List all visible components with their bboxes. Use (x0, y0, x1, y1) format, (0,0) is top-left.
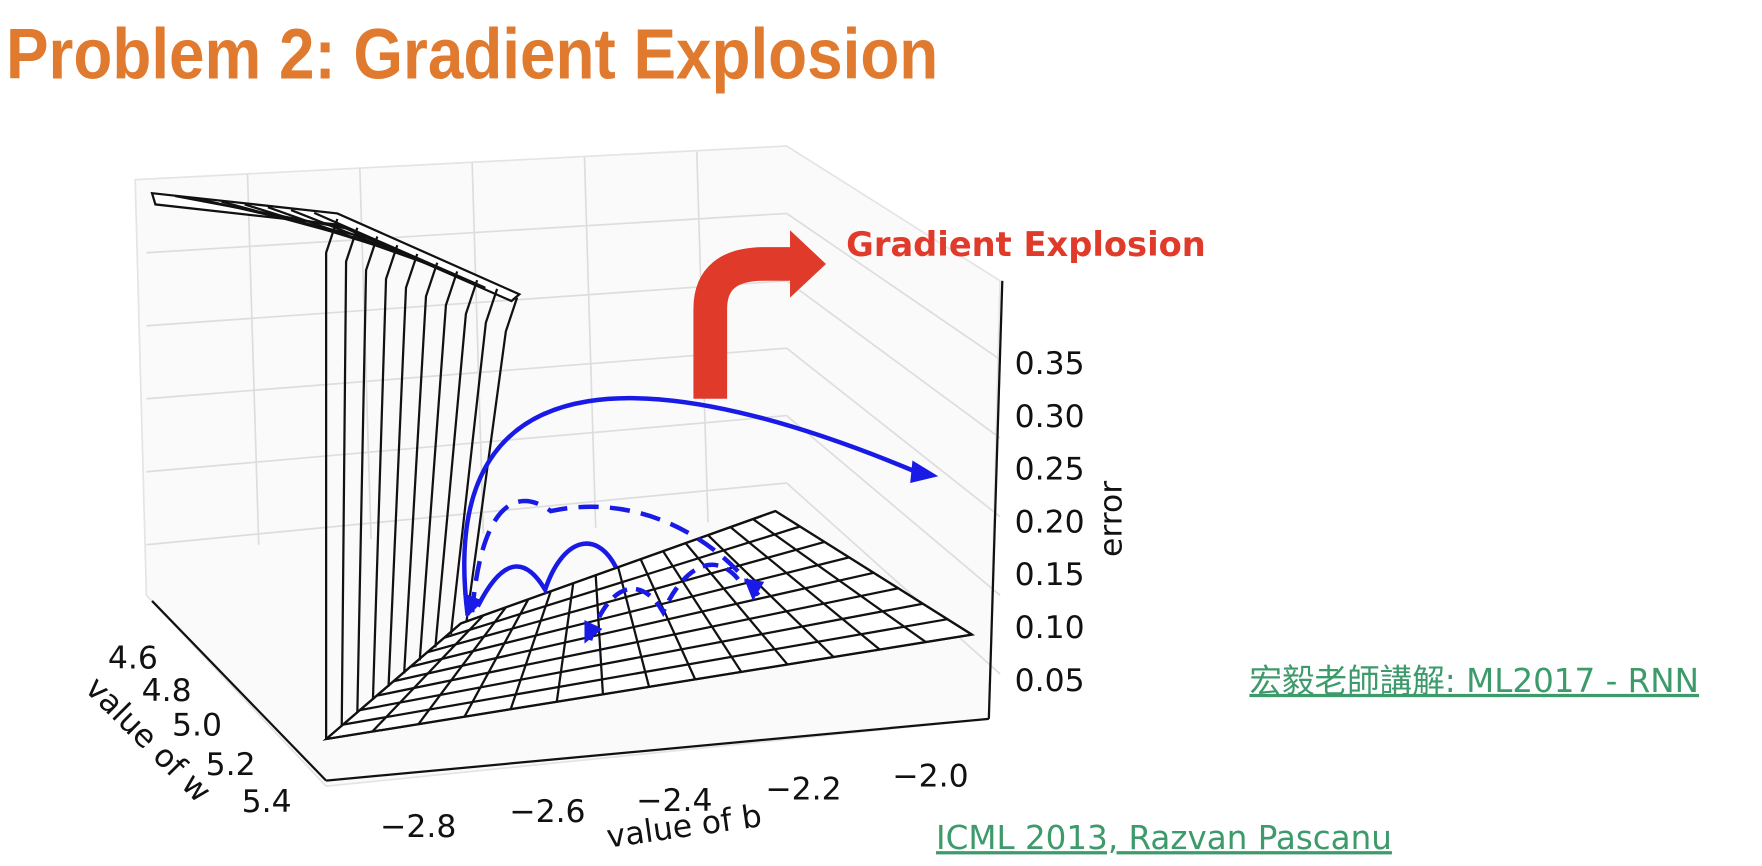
cliff-wall (449, 288, 499, 635)
x-tick-label: −2.8 (380, 809, 456, 845)
slide-title: Problem 2: Gradient Explosion (6, 15, 938, 95)
grid-line (583, 157, 597, 528)
z-tick-label: 0.25 (1015, 452, 1085, 488)
x-tick-label: −2.2 (765, 772, 841, 808)
z-tick-label: 0.15 (1015, 557, 1085, 593)
x-axis (326, 717, 989, 782)
z-tick-label: 0.30 (1015, 399, 1085, 435)
mesh-line (290, 208, 464, 280)
z-axis-label: error (1093, 481, 1129, 557)
mesh-line (313, 211, 486, 289)
cliff-wall (434, 279, 479, 648)
y-tick-label: 5.0 (172, 708, 222, 744)
grid-line (146, 482, 787, 546)
cliff-wall (403, 262, 439, 674)
mesh-line (359, 602, 924, 712)
reference-link[interactable]: 宏毅老師講解: ML2017 - RNN (1249, 662, 1699, 700)
cliff-wall (356, 236, 379, 713)
z-axis (987, 280, 1004, 719)
x-tick-label: −2.4 (636, 783, 712, 819)
annotation: Gradient Explosion (846, 225, 1206, 264)
grid-line (146, 414, 787, 473)
reference-link[interactable]: ICML 2013, Razvan Pascanu (936, 819, 1392, 857)
grid-line (146, 279, 787, 327)
grid-line (786, 482, 1001, 675)
x-tick-label: −2.0 (892, 758, 968, 794)
y-tick-label: 4.8 (142, 673, 192, 709)
red-arrow (693, 230, 826, 399)
z-tick-label: 0.20 (1015, 504, 1085, 540)
mesh-line (410, 556, 850, 668)
z-tick-label: 0.10 (1015, 610, 1085, 646)
surface-top (150, 191, 522, 303)
cliff-wall (371, 244, 399, 700)
mesh-line (460, 510, 776, 625)
z-tick-label: 0.35 (1015, 346, 1085, 382)
z-tick-label: 0.05 (1015, 663, 1085, 699)
mesh-line (325, 633, 973, 741)
x-tick-label: −2.6 (509, 794, 585, 830)
mesh-line (376, 587, 899, 697)
error-surface (150, 191, 976, 741)
blue-arrows (462, 395, 939, 644)
mesh-line (393, 571, 874, 683)
grid-line (786, 347, 1001, 518)
cliff-wall (465, 297, 519, 622)
grid-line (146, 347, 787, 400)
y-tick-label: 5.2 (206, 747, 256, 783)
mesh-line (443, 525, 801, 639)
y-tick-label: 5.4 (242, 784, 292, 820)
mesh-line (342, 618, 948, 726)
y-axis (151, 600, 327, 782)
grid-line (786, 280, 1001, 439)
grid-line (786, 212, 1001, 361)
mesh-line (426, 540, 825, 654)
cliff-wall (418, 271, 459, 661)
grid-line (786, 414, 1001, 596)
y-tick-label: 4.6 (108, 640, 158, 676)
grid-line (146, 212, 787, 254)
cliff-wall (387, 253, 419, 687)
grid-line (246, 174, 260, 545)
